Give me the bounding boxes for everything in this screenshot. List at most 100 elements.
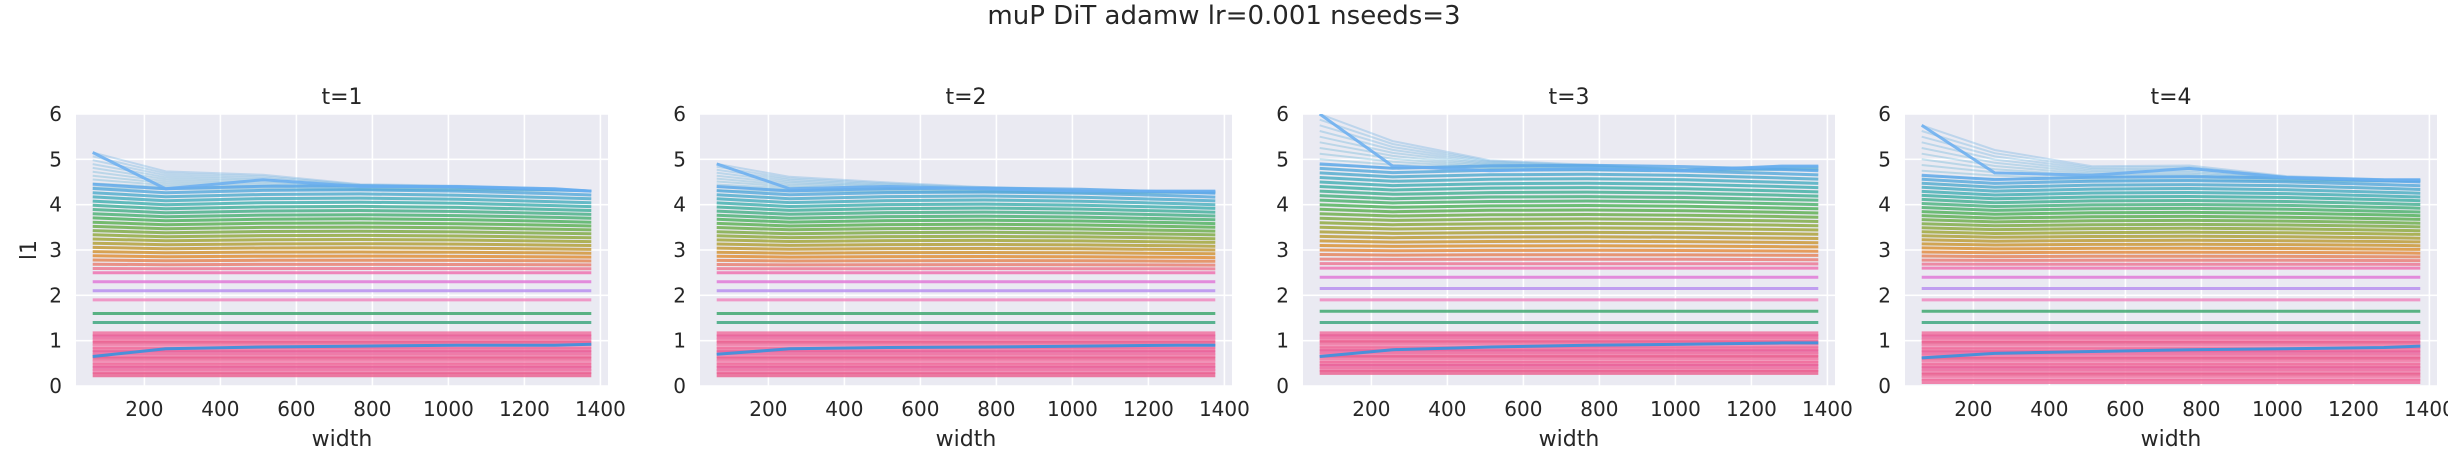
series-line [1921,177,2421,188]
y-tick-label: 2 [1878,283,1891,307]
series-line [1319,176,1819,185]
series-line [1319,171,1819,181]
x-tick-label: 400 [825,397,863,421]
series-line [1319,194,1819,202]
x-tick-label: 600 [277,397,315,421]
series-line [716,246,1216,252]
series-line [1921,193,2421,203]
series-line [92,208,592,216]
y-tick-label: 5 [49,147,62,171]
y-tick-label: 0 [1878,374,1891,398]
series-line [1921,242,2421,248]
y-tick-label: 3 [673,238,686,262]
x-tick-label: 400 [2030,397,2068,421]
series-line [716,250,1216,256]
series-line [92,262,592,267]
x-tick-label: 600 [1504,397,1542,421]
series-line [1319,253,1819,257]
series-line [92,241,592,247]
y-tick-label: 4 [673,193,686,217]
series-line [1319,198,1819,207]
series-line [92,342,592,358]
x-tick-label: 1200 [2328,397,2379,421]
series-line [716,254,1216,260]
series-line [1319,162,1819,173]
series-line [1921,222,2421,229]
x-tick-label: 400 [1428,397,1466,421]
series-line [1319,180,1819,190]
series-line [92,237,592,244]
series-line [1319,239,1819,245]
series-line [1921,206,2421,214]
x-axis-label: width [936,427,997,452]
series-line [92,245,592,251]
x-tick-label: 800 [977,397,1015,421]
panel-1: 200 400 600 800 1000 1200 1400 0 1 2 3 4 5 6 width l1 t=… [17,85,626,452]
y-tick-label: 0 [49,374,62,398]
series-layer [1318,114,1819,375]
series-line [1319,341,1819,358]
series-line [1921,250,2421,255]
panel-title: t=4 [2150,85,2191,110]
y-tick-label: 5 [1276,147,1289,171]
series-line [716,213,1216,222]
x-tick-label: 1000 [1650,397,1701,421]
series-line [1319,230,1819,236]
panel-4: 200 400 600 800 1000 1200 1400 0 1 2 3 4 5 6 width t=4 [1878,85,2448,452]
x-tick-label: 600 [2106,397,2144,421]
series-line [92,195,592,205]
x-tick-label: 200 [125,397,163,421]
series-line [1921,218,2421,225]
series-line [92,199,592,209]
y-tick-label: 1 [673,329,686,353]
series-line [1319,207,1819,215]
series-line [716,234,1216,241]
series-layer [1920,124,2421,384]
x-tick-label: 200 [1954,397,1992,421]
panel-title: t=2 [945,85,986,110]
y-tick-label: 6 [49,102,62,126]
series-line [716,242,1216,248]
series-line [716,258,1216,263]
series-line [92,191,592,201]
series-line [92,250,592,255]
panel-2: 200 400 600 800 1000 1200 1400 0 1 2 3 4 5 6 width t=2 [673,85,1250,452]
series-line [716,263,1216,267]
y-tick-label: 4 [1878,193,1891,217]
x-tick-label: 1000 [2252,397,2303,421]
series-line [716,197,1216,207]
series-line [716,217,1216,226]
series-line [92,220,592,228]
series-line [1921,202,2421,210]
series-line [716,193,1216,203]
series-line [1920,124,2421,182]
series-line [92,212,592,220]
series-line [716,238,1216,244]
series-line [716,343,1216,356]
series-line [1921,246,2421,251]
y-tick-label: 2 [1276,283,1289,307]
series-line [1921,344,2421,360]
figure-suptitle: muP DiT adamw lr=0.001 nseeds=3 [987,1,1460,31]
x-tick-label: 1200 [1123,397,1174,421]
x-tick-label: 800 [353,397,391,421]
series-line [1319,203,1819,211]
x-tick-label: 200 [749,397,787,421]
y-tick-label: 6 [1276,102,1289,126]
y-tick-label: 5 [1878,147,1891,171]
y-tick-label: 4 [49,193,62,217]
series-line [1921,181,2421,191]
series-line [92,229,592,236]
panel-title: t=1 [321,85,362,110]
x-tick-label: 800 [1580,397,1618,421]
y-tick-label: 1 [1878,329,1891,353]
x-tick-label: 600 [901,397,939,421]
series-line [1319,221,1819,228]
y-tick-label: 6 [673,102,686,126]
x-tick-label: 1400 [575,397,626,421]
series-line [1921,258,2421,263]
series-line [92,258,592,263]
y-tick-label: 4 [1276,193,1289,217]
series-line [92,203,592,212]
